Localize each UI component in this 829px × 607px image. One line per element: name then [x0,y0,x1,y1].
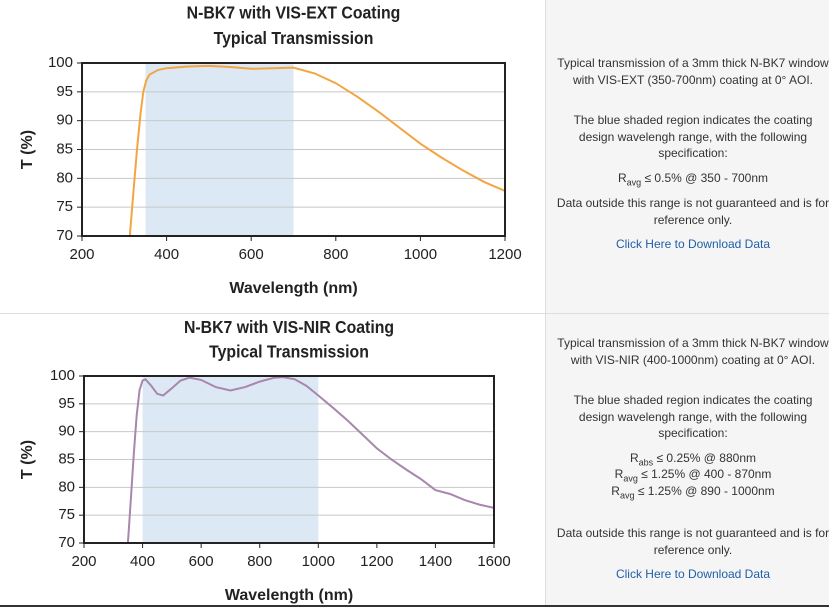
y-tick-label: 90 [58,423,75,440]
data-line [126,376,494,543]
divider [0,313,829,314]
x-tick-label: 200 [71,553,96,570]
x-tick-label: 400 [154,246,179,263]
x-tick-label: 1200 [488,246,521,263]
spec-text: ≤ 1.25% @ 400 - 870nm [641,467,772,481]
spec-text: ≤ 1.25% @ 890 - 1000nm [637,484,775,498]
y-tick-label: 90 [56,112,73,129]
y-tick-label: 70 [58,534,75,551]
x-tick-label: 600 [189,553,214,570]
x-tick-label: 600 [239,246,264,263]
spec: Rabs ≤ 0.25% @ 880nm [556,450,829,471]
data-line [128,64,505,236]
x-tick-label: 200 [69,246,94,263]
spec-text: ≤ 0.5% @ 350 - 700nm [644,171,769,185]
description: Typical transmission of a 3mm thick N-BK… [557,336,829,367]
x-tick-label: 800 [247,553,272,570]
download-link[interactable]: Click Here to Download Data [615,567,771,581]
x-tick-label: 1000 [404,246,437,263]
x-axis-label: Wavelength (nm) [229,280,357,297]
disclaimer: Data outside this range is not guarantee… [556,526,829,557]
side-panel [545,0,829,313]
charts: N-BK7 with VIS-EXT Coating Typical Transm… [19,3,521,604]
x-axis-label: Wavelength (nm) [225,587,353,604]
disclaimer: Data outside this range is not guarantee… [556,196,829,227]
y-tick-label: 85 [56,140,73,157]
spec-symbol: R [617,171,627,185]
x-tick-label: 1600 [477,553,510,570]
y-tick-label: 100 [50,367,75,384]
y-tick-label: 85 [58,450,75,467]
chart-title: N-BK7 with VIS-NIR Coating [184,317,394,337]
y-tick-label: 95 [58,395,75,412]
spec: Ravg ≤ 1.25% @ 890 - 1000nm [556,483,829,504]
y-tick-label: 75 [58,506,75,523]
x-tick-label: 1200 [360,553,393,570]
x-tick-label: 400 [130,553,155,570]
y-tick-label: 75 [56,198,73,215]
x-tick-label: 800 [323,246,348,263]
plot-frame [83,375,495,544]
y-tick-label: 100 [48,54,73,71]
note: The blue shaded region indicates the coa… [573,113,813,160]
spec-symbol: R [614,467,624,481]
spec: Ravg ≤ 1.25% @ 400 - 870nm [556,466,829,487]
spec-sub: avg [626,177,642,188]
x-tick-label: 1000 [302,553,335,570]
spec-sub: abs [638,457,654,468]
chart-subtitle: Typical Transmission [214,28,374,48]
download-link[interactable]: Click Here to Download Data [615,237,771,251]
y-tick-label: 80 [58,478,75,495]
spec-symbol: R [611,484,620,498]
y-axis-label: T (%) [19,440,36,479]
spec-text: ≤ 0.25% @ 880nm [656,451,757,465]
chart-subtitle: Typical Transmission [209,342,369,362]
chart-title: N-BK7 with VIS-EXT Coating [187,3,401,23]
description: Typical transmission of a 3mm thick N-BK… [557,56,829,87]
y-axis-label: T (%) [19,130,36,169]
spec: Ravg ≤ 0.5% @ 350 - 700nm [556,170,829,191]
y-tick-label: 70 [56,227,73,244]
y-tick-label: 95 [56,83,73,100]
x-tick-label: 1400 [419,553,452,570]
y-tick-label: 80 [56,169,73,186]
spec-sub: avg [623,473,638,484]
divider [0,605,829,607]
spec-sub: avg [619,490,635,501]
spec-symbol: R [629,451,639,465]
note: The blue shaded region indicates the coa… [573,393,813,440]
side-panel [545,313,829,607]
plot-frame [81,62,506,237]
